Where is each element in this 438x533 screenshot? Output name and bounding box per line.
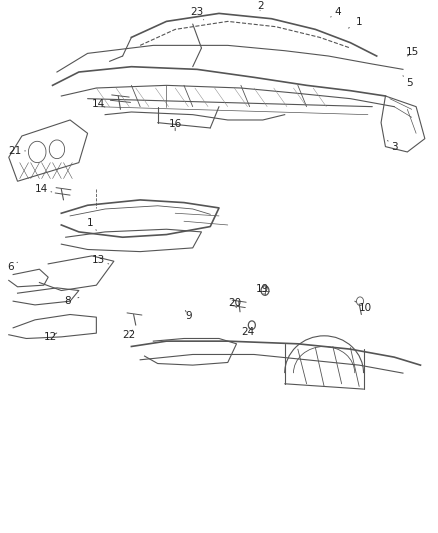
Text: 14: 14 bbox=[92, 99, 105, 109]
Text: 19: 19 bbox=[256, 285, 269, 294]
Text: 13: 13 bbox=[92, 255, 109, 265]
Text: 15: 15 bbox=[406, 47, 419, 58]
Text: 9: 9 bbox=[185, 311, 192, 320]
Text: 8: 8 bbox=[64, 296, 79, 306]
Text: 6: 6 bbox=[7, 262, 18, 271]
Text: 12: 12 bbox=[44, 332, 57, 342]
Text: 23: 23 bbox=[191, 7, 204, 20]
Text: 2: 2 bbox=[257, 2, 264, 12]
Text: 20: 20 bbox=[228, 298, 241, 308]
Text: 1: 1 bbox=[349, 18, 363, 28]
Text: 22: 22 bbox=[123, 330, 136, 340]
Text: 5: 5 bbox=[403, 76, 413, 87]
Text: 4: 4 bbox=[331, 7, 341, 17]
Text: 24: 24 bbox=[241, 327, 254, 336]
Text: 10: 10 bbox=[355, 301, 372, 313]
Text: 3: 3 bbox=[388, 141, 398, 151]
Text: 16: 16 bbox=[169, 119, 182, 131]
Text: 21: 21 bbox=[9, 146, 25, 156]
Text: 14: 14 bbox=[35, 184, 52, 193]
Text: 1: 1 bbox=[86, 218, 96, 230]
